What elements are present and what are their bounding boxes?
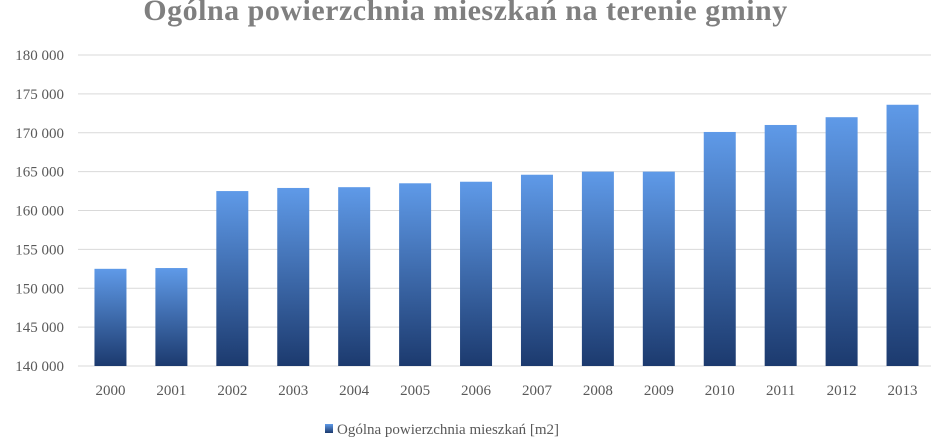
legend-label: Ogólna powierzchnia mieszkań [m2] (337, 422, 559, 438)
x-axis-ticks: 2000 2001 2002 2003 2004 2005 2006 2007 2008 2009… (95, 383, 917, 399)
x-tick-label: 2011 (766, 383, 795, 399)
x-tick-label: 2006 (461, 383, 492, 399)
x-tick-label: 2004 (339, 383, 370, 399)
bar (520, 174, 553, 366)
x-tick-label: 2000 (95, 383, 125, 399)
legend: Ogólna powierzchnia mieszkań [m2] (325, 422, 559, 438)
bar (338, 187, 371, 366)
bar (155, 268, 188, 366)
bar (825, 117, 858, 366)
legend-swatch (325, 424, 333, 433)
bar (642, 171, 675, 366)
y-tick-label: 180 000 (15, 48, 64, 64)
x-tick-label: 2009 (644, 383, 674, 399)
y-tick-label: 175 000 (15, 87, 64, 103)
bar (764, 124, 797, 366)
x-tick-label: 2008 (583, 383, 613, 399)
y-tick-label: 140 000 (15, 359, 64, 375)
bar (216, 191, 249, 366)
bar (460, 181, 493, 366)
x-tick-label: 2012 (827, 383, 857, 399)
bar (399, 183, 432, 366)
y-tick-label: 150 000 (15, 281, 64, 297)
bar (94, 268, 127, 366)
x-tick-label: 2013 (888, 383, 918, 399)
gridlines (78, 54, 931, 367)
bar (886, 104, 919, 366)
chart-title: Ogólna powierzchnia mieszkań na terenie … (143, 0, 788, 27)
y-tick-label: 145 000 (15, 320, 64, 336)
bars (94, 104, 919, 366)
y-axis-ticks: 140 000 145 000 150 000 155 000 160 000 165 0… (15, 48, 64, 375)
y-tick-label: 170 000 (15, 126, 64, 142)
x-tick-label: 2002 (217, 383, 247, 399)
x-tick-label: 2007 (522, 383, 553, 399)
bar (277, 187, 310, 366)
x-tick-label: 2005 (400, 383, 430, 399)
y-tick-label: 165 000 (15, 165, 64, 181)
x-tick-label: 2010 (705, 383, 735, 399)
bar (703, 131, 736, 366)
y-tick-label: 155 000 (15, 242, 64, 258)
x-tick-label: 2003 (278, 383, 308, 399)
y-tick-label: 160 000 (15, 204, 64, 220)
bar (581, 171, 614, 366)
x-tick-label: 2001 (156, 383, 186, 399)
